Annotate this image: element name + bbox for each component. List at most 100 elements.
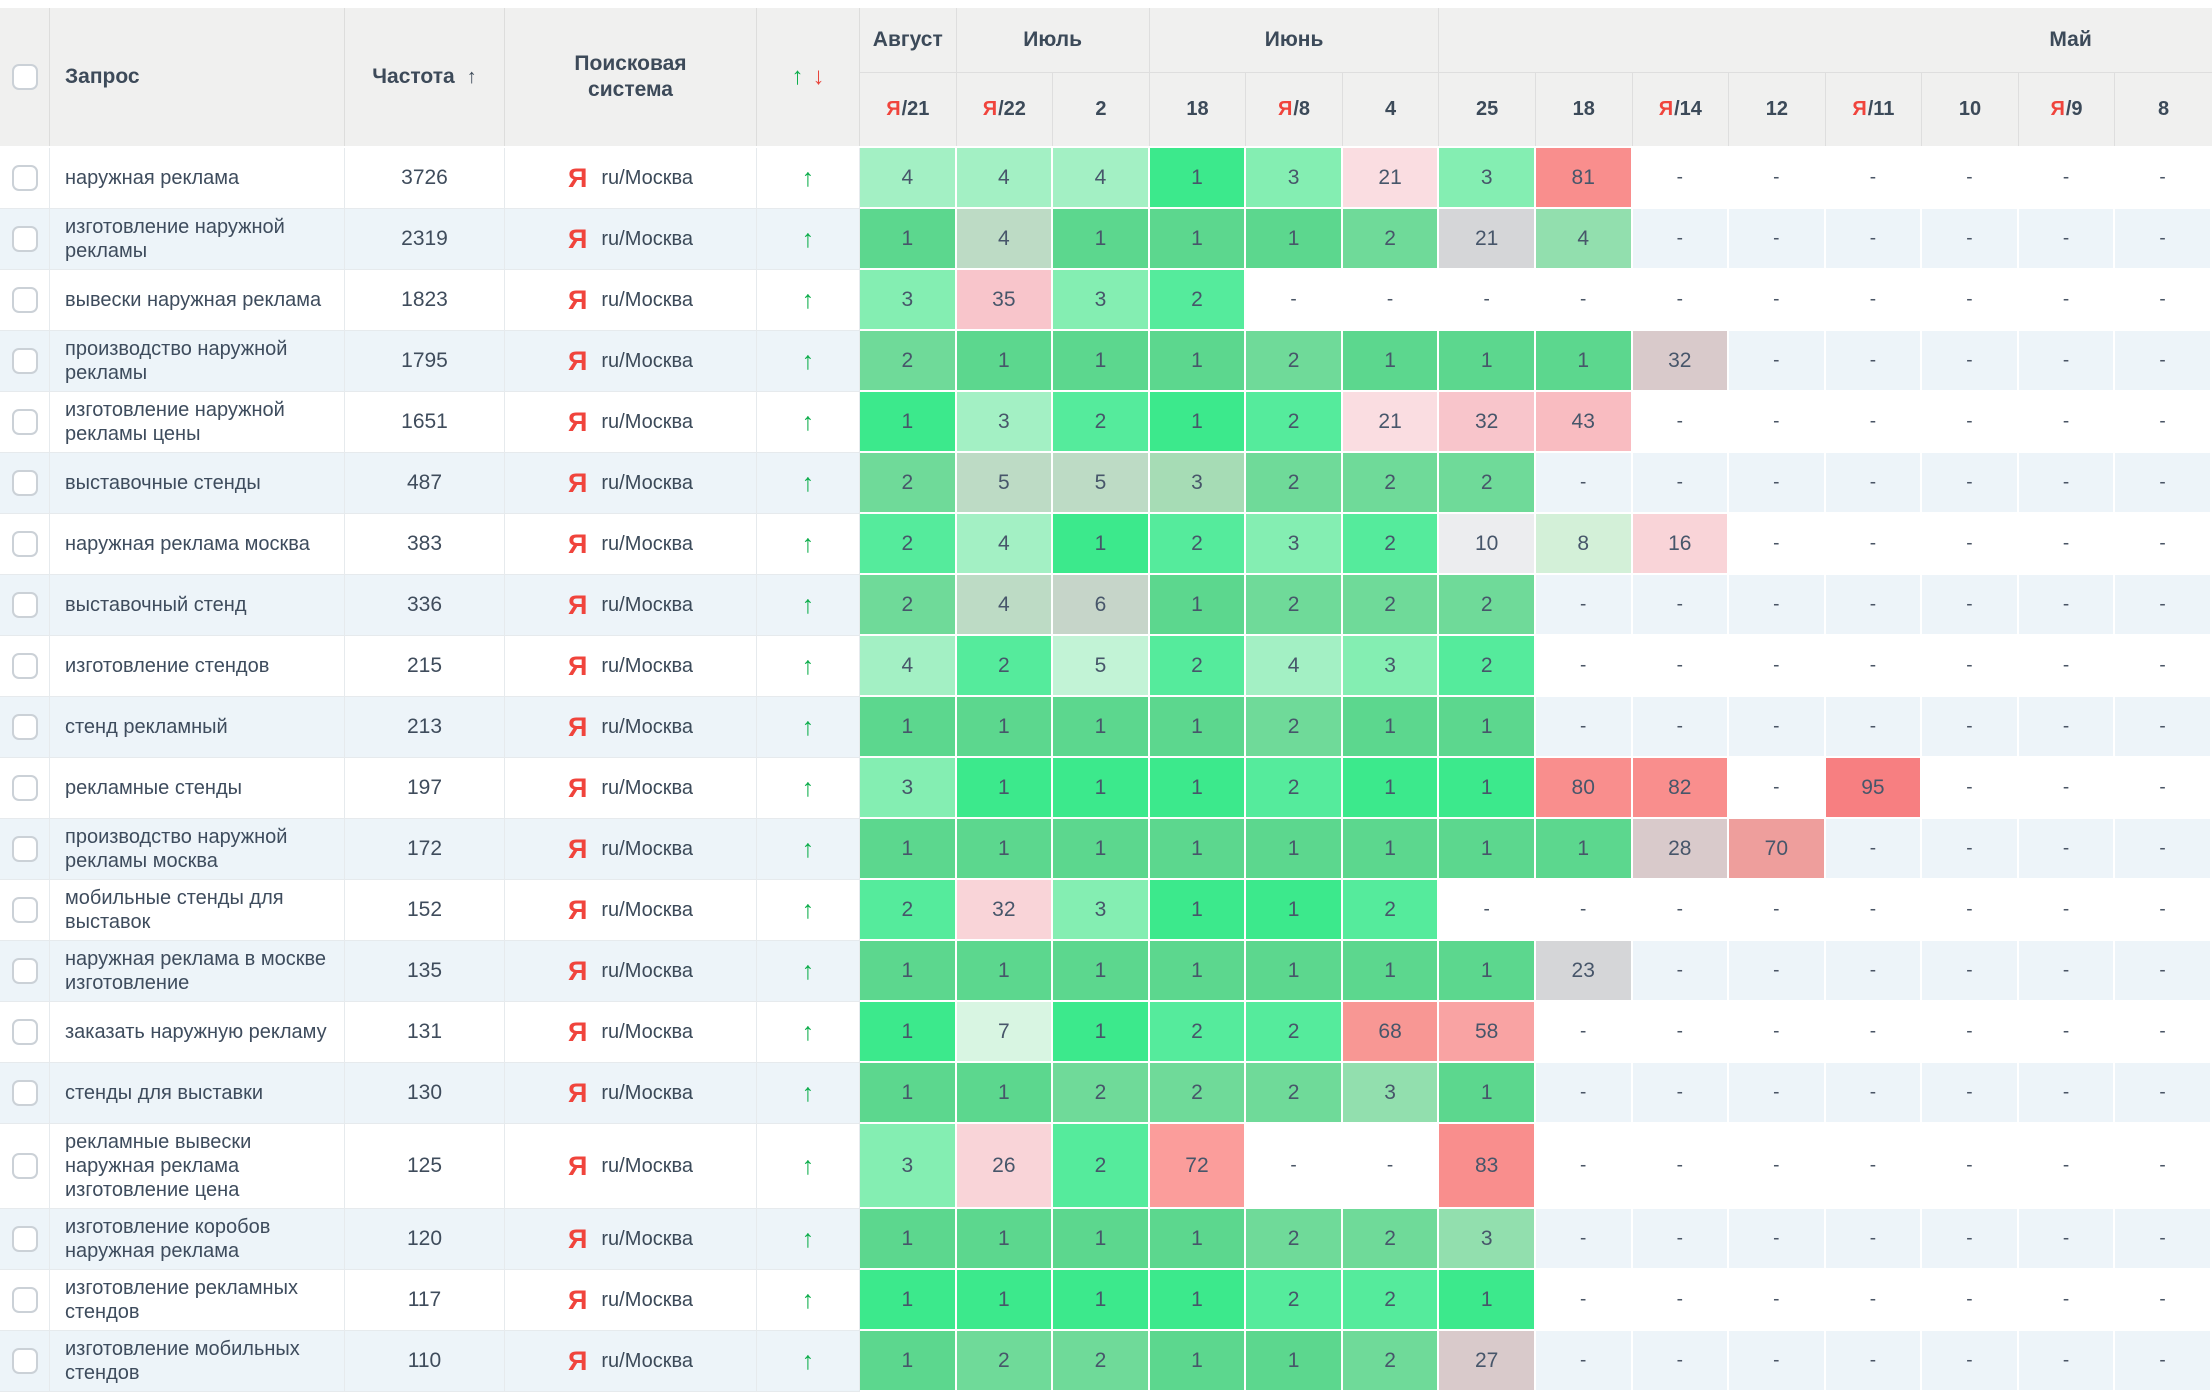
date-column-header[interactable]: 4 [1343, 72, 1440, 146]
position-cell[interactable]: - [1535, 1270, 1633, 1331]
date-column-header[interactable]: Я/14 [1633, 72, 1730, 146]
row-checkbox[interactable] [11, 470, 38, 496]
position-cell[interactable]: - [2115, 453, 2212, 514]
position-cell[interactable]: 1 [956, 941, 1054, 1002]
position-cell[interactable]: 4 [1053, 148, 1150, 209]
position-cell[interactable]: - [1729, 392, 1826, 453]
position-cell[interactable]: - [1922, 1002, 2019, 1063]
position-cell[interactable]: 4 [860, 148, 957, 209]
position-cell[interactable]: - [1535, 697, 1633, 758]
position-cell[interactable]: - [2115, 1124, 2212, 1209]
position-cell[interactable]: 1 [1149, 1331, 1247, 1392]
position-cell[interactable]: - [1825, 453, 1923, 514]
position-cell[interactable]: - [2018, 453, 2116, 514]
position-cell[interactable]: - [1922, 1124, 2019, 1209]
position-cell[interactable]: 1 [1053, 1002, 1150, 1063]
position-cell[interactable]: 2 [1246, 1270, 1343, 1331]
position-cell[interactable]: - [1825, 880, 1923, 941]
query-text[interactable]: изготовление стендов [65, 655, 270, 677]
query-text[interactable]: вывески наружная реклама [65, 289, 322, 311]
position-cell[interactable]: - [2115, 392, 2212, 453]
row-checkbox[interactable] [11, 348, 38, 374]
query-text[interactable]: изготовление наружной рекламы цены [65, 399, 285, 445]
position-cell[interactable]: 1 [1246, 880, 1343, 941]
position-cell[interactable]: - [1825, 514, 1923, 575]
position-cell[interactable]: 2 [1149, 636, 1247, 697]
position-cell[interactable]: 80 [1535, 758, 1633, 819]
position-cell[interactable]: 1 [1535, 331, 1633, 392]
position-cell[interactable]: - [1825, 392, 1923, 453]
position-cell[interactable]: 2 [1246, 1209, 1343, 1270]
position-cell[interactable]: - [1825, 1124, 1923, 1209]
position-cell[interactable]: 2 [1439, 636, 1536, 697]
position-cell[interactable]: - [1632, 1331, 1730, 1392]
position-cell[interactable]: 2 [1342, 514, 1440, 575]
position-cell[interactable]: - [1535, 1002, 1633, 1063]
position-cell[interactable]: - [1729, 331, 1826, 392]
position-cell[interactable]: 1 [860, 392, 957, 453]
position-cell[interactable]: - [1922, 1270, 2019, 1331]
position-cell[interactable]: - [2018, 758, 2116, 819]
position-cell[interactable]: - [1342, 270, 1440, 331]
position-cell[interactable]: 2 [1246, 1063, 1343, 1124]
position-cell[interactable]: 16 [1632, 514, 1730, 575]
position-cell[interactable]: - [1632, 270, 1730, 331]
position-cell[interactable]: 1 [860, 1270, 957, 1331]
position-cell[interactable]: 35 [956, 270, 1054, 331]
position-cell[interactable]: - [2018, 209, 2116, 270]
position-cell[interactable]: - [1729, 270, 1826, 331]
position-cell[interactable]: 5 [1053, 636, 1150, 697]
position-cell[interactable]: 3 [860, 758, 957, 819]
position-cell[interactable]: 23 [1535, 941, 1633, 1002]
position-cell[interactable]: 1 [1246, 819, 1343, 880]
position-cell[interactable]: 83 [1439, 1124, 1536, 1209]
position-cell[interactable]: - [2115, 758, 2212, 819]
query-text[interactable]: выставочный стенд [65, 594, 247, 616]
position-cell[interactable]: - [1922, 148, 2019, 209]
column-header-trend[interactable]: ↑ ↓ [757, 8, 860, 146]
position-cell[interactable]: - [1825, 270, 1923, 331]
position-cell[interactable]: - [1632, 697, 1730, 758]
position-cell[interactable]: 2 [1053, 392, 1150, 453]
position-cell[interactable]: 1 [1439, 1270, 1536, 1331]
position-cell[interactable]: 1 [1149, 209, 1247, 270]
position-cell[interactable]: 2 [1342, 209, 1440, 270]
position-cell[interactable]: 2 [1342, 575, 1440, 636]
position-cell[interactable]: - [1632, 453, 1730, 514]
query-text[interactable]: наружная реклама москва [65, 533, 310, 555]
position-cell[interactable]: - [1922, 758, 2019, 819]
date-column-header[interactable]: Я/22 [957, 72, 1054, 146]
position-cell[interactable]: - [1729, 514, 1826, 575]
position-cell[interactable]: - [2018, 941, 2116, 1002]
position-cell[interactable]: 2 [1342, 1331, 1440, 1392]
position-cell[interactable]: 1 [1149, 941, 1247, 1002]
position-cell[interactable]: - [1632, 1270, 1730, 1331]
date-column-header[interactable]: 18 [1150, 72, 1247, 146]
position-cell[interactable]: 2 [956, 636, 1054, 697]
query-text[interactable]: заказать наружную рекламу [65, 1021, 327, 1043]
position-cell[interactable]: - [2115, 209, 2212, 270]
position-cell[interactable]: 1 [860, 697, 957, 758]
position-cell[interactable]: - [2115, 514, 2212, 575]
position-cell[interactable]: - [2115, 1331, 2212, 1392]
position-cell[interactable]: 1 [1535, 819, 1633, 880]
position-cell[interactable]: - [1922, 392, 2019, 453]
position-cell[interactable]: - [2018, 636, 2116, 697]
position-cell[interactable]: - [1729, 758, 1826, 819]
position-cell[interactable]: 1 [956, 331, 1054, 392]
date-column-header[interactable]: Я/9 [2019, 72, 2116, 146]
position-cell[interactable]: 2 [1149, 514, 1247, 575]
position-cell[interactable]: 1 [1342, 819, 1440, 880]
position-cell[interactable]: - [2115, 941, 2212, 1002]
query-text[interactable]: изготовление мобильных стендов [65, 1338, 300, 1384]
position-cell[interactable]: 1 [956, 1209, 1054, 1270]
position-cell[interactable]: - [2115, 575, 2212, 636]
position-cell[interactable]: 1 [1342, 331, 1440, 392]
query-text[interactable]: изготовление рекламных стендов [65, 1277, 298, 1323]
position-cell[interactable]: 2 [1439, 575, 1536, 636]
position-cell[interactable]: - [1535, 1124, 1633, 1209]
position-cell[interactable]: - [1825, 1002, 1923, 1063]
position-cell[interactable]: - [1825, 636, 1923, 697]
position-cell[interactable]: 1 [1149, 1209, 1247, 1270]
position-cell[interactable]: - [1535, 1209, 1633, 1270]
